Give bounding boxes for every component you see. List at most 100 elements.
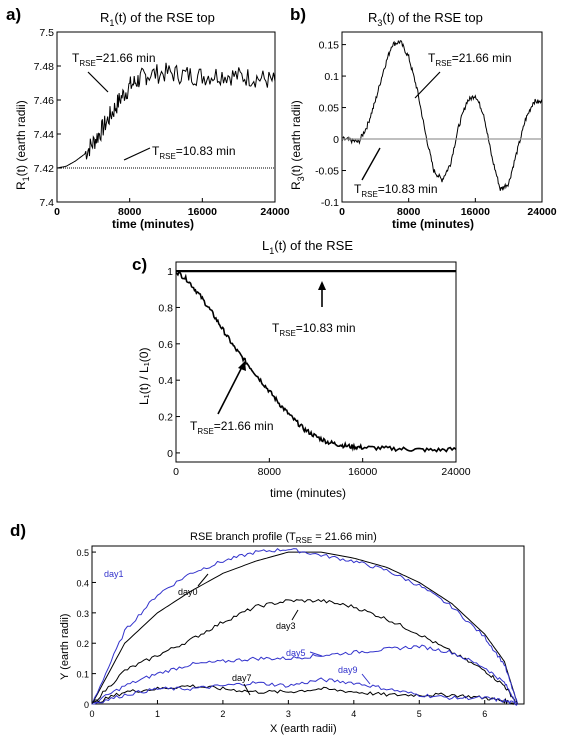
panel-d-arrow-day0 [197, 573, 209, 587]
x-tick-label: 2 [220, 709, 225, 719]
panel-d-letter: d) [10, 521, 26, 540]
panel-d-arrow-day3 [291, 609, 299, 621]
x-tick-label: 6 [482, 709, 487, 719]
panel-b-annot-low: TRSE=10.83 min [354, 182, 438, 199]
panel-c-letter: c) [132, 255, 147, 274]
x-tick-label: 24000 [527, 206, 556, 218]
panel-c-title: L1(t) of the RSE [262, 238, 353, 256]
panel-d-arrow-day9 [361, 673, 371, 685]
y-tick-label: 7.44 [34, 129, 55, 141]
panel-c-xlabel: time (minutes) [270, 486, 346, 500]
panel-c-ticks: 0 8000 16000 24000 0 0.2 0.4 0.6 0.8 1 [158, 266, 470, 478]
panel-d-label-day0: day0 [178, 587, 198, 597]
y-tick-label: 0.4 [76, 578, 89, 588]
panel-d-series [91, 548, 518, 706]
y-tick-label: 7.4 [39, 197, 54, 209]
y-tick-label: 0.1 [76, 670, 89, 680]
panel-a: a) R1(t) of the RSE top R1(t) (earth rad… [6, 5, 290, 231]
series-line [91, 677, 518, 706]
y-tick-label: 0.2 [76, 639, 89, 649]
panel-a-annot-high: TRSE=21.66 min [72, 51, 156, 68]
x-tick-label: 24000 [441, 466, 470, 478]
x-tick-label: 8000 [397, 206, 421, 218]
y-tick-label: 0.3 [76, 609, 89, 619]
x-tick-label: 0 [173, 466, 179, 478]
panel-a-series [56, 62, 276, 169]
x-tick-label: 0 [54, 206, 60, 218]
x-tick-label: 4 [351, 709, 356, 719]
panel-c: c) L1(t) of the RSE L₁(t) / L₁(0) time (… [132, 238, 471, 500]
panel-a-arrow-low [123, 147, 151, 161]
panel-c-arrowhead-high [318, 281, 326, 290]
panel-d-label-day7: day7 [232, 673, 252, 683]
x-tick-label: 16000 [348, 466, 377, 478]
y-tick-label: 7.48 [34, 61, 55, 73]
panel-b-letter: b) [290, 5, 306, 24]
x-tick-label: 0 [339, 206, 345, 218]
panel-b-ylabel: R3(t) (earth radii) [289, 100, 306, 190]
panel-b: b) R3(t) of the RSE top R3(t) (earth rad… [289, 5, 557, 231]
x-tick-label: 8000 [118, 206, 142, 218]
y-tick-label: -0.05 [315, 166, 339, 178]
panel-a-xlabel: time (minutes) [112, 217, 194, 231]
y-tick-label: 0.1 [324, 71, 339, 83]
panel-c-axes-box [175, 261, 457, 463]
x-tick-label: 1 [155, 709, 160, 719]
x-tick-label: 8000 [258, 466, 282, 478]
panel-b-ticks: 0 8000 16000 24000 -0.1 -0.05 0 0.05 0.1 0.15 [315, 40, 557, 218]
panel-d-title: RSE branch profile (TRSE = 21.66 min) [190, 531, 377, 545]
panel-a-ylabel: R1(t) (earth radii) [14, 100, 31, 190]
panel-a-axes-box [56, 31, 276, 203]
y-tick-label: -0.1 [321, 197, 339, 209]
panel-b-title: R3(t) of the RSE top [368, 10, 483, 28]
panel-a-annot-low: TRSE=10.83 min [152, 144, 236, 161]
panel-c-arrow-low [217, 364, 244, 415]
panel-c-series [175, 270, 457, 453]
series-line [91, 644, 518, 705]
y-tick-label: 7.5 [39, 27, 54, 39]
panel-d-arrow-day5 [309, 651, 323, 657]
y-tick-label: 0.8 [158, 302, 173, 314]
panel-a-arrow-high [87, 71, 109, 93]
y-tick-label: 0 [84, 700, 89, 710]
x-tick-label: 3 [286, 709, 291, 719]
panel-c-arrowhead-low [238, 361, 246, 371]
panel-b-series [341, 39, 543, 192]
panel-d-label-day9: day9 [338, 665, 358, 675]
panel-d-label-day1: day1 [104, 569, 124, 579]
x-tick-label: 16000 [188, 206, 217, 218]
y-tick-label: 0 [167, 448, 173, 460]
panel-a-letter: a) [6, 5, 21, 24]
panel-c-annot-low: TRSE=21.66 min [190, 419, 274, 436]
panel-b-annot-high: TRSE=21.66 min [428, 51, 512, 68]
x-tick-label: 0 [89, 709, 94, 719]
x-tick-label: 24000 [260, 206, 289, 218]
panel-d-xlabel: X (earth radii) [270, 723, 337, 735]
y-tick-label: 0.15 [319, 40, 340, 52]
series-line [91, 599, 518, 705]
series-line [91, 684, 518, 706]
series-line [56, 62, 276, 169]
x-tick-label: 16000 [461, 206, 490, 218]
panel-d-arrow-day7 [243, 683, 251, 696]
panel-b-axes-box [341, 31, 543, 203]
panel-c-annot-high: TRSE=10.83 min [272, 321, 356, 338]
y-tick-label: 1 [167, 266, 173, 278]
y-tick-label: 0.4 [158, 375, 173, 387]
panel-d-ticks: 0 1 2 3 4 5 6 0 0.1 0.2 0.3 0.4 0.5 [76, 548, 487, 719]
panel-d-axes-box [91, 545, 525, 705]
y-tick-label: 0.5 [76, 548, 89, 558]
panel-a-ticks: 0 8000 16000 24000 7.4 7.42 7.44 7.46 7.48 7.5 [34, 27, 290, 218]
y-tick-label: 7.42 [34, 163, 55, 175]
y-tick-label: 7.46 [34, 95, 55, 107]
series-line [175, 271, 457, 453]
series-line [341, 39, 543, 192]
y-tick-label: 0.05 [319, 103, 340, 115]
panel-d-label-day3: day3 [276, 621, 296, 631]
series-line [91, 548, 518, 705]
panel-c-ylabel: L₁(t) / L₁(0) [137, 348, 151, 405]
y-tick-label: 0.6 [158, 339, 173, 351]
panel-a-title: R1(t) of the RSE top [100, 10, 215, 28]
y-tick-label: 0.2 [158, 412, 173, 424]
